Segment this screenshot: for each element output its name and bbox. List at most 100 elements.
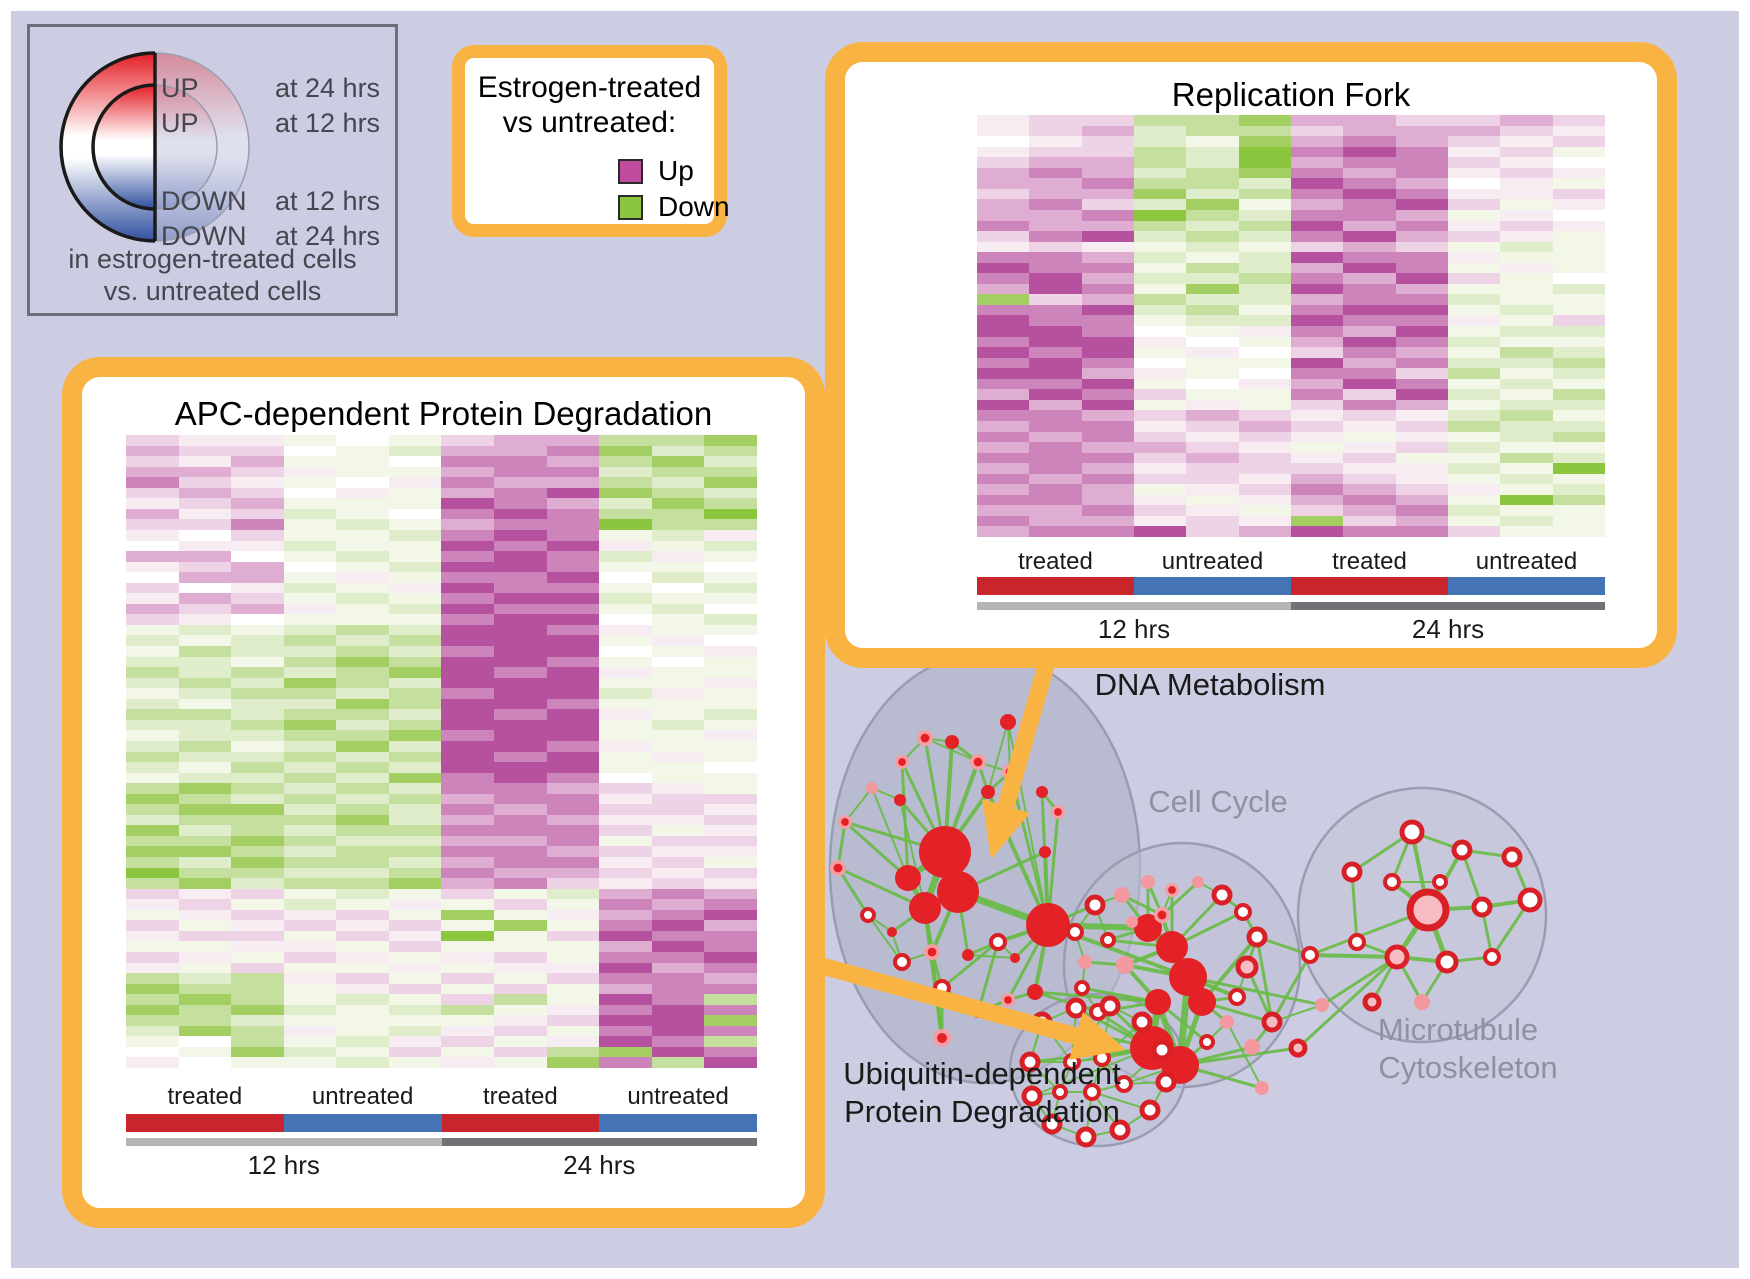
- heatmap-cell: [1238, 473, 1291, 485]
- heatmap-cell: [336, 846, 389, 857]
- ring-legend-row: UP at 24 hrs: [30, 73, 395, 107]
- heatmap-cell: [126, 603, 179, 615]
- heatmap-replication-fork: [977, 115, 1605, 537]
- heatmap-cell: [1500, 220, 1553, 232]
- heatmap-cell: [546, 930, 600, 942]
- heatmap-cell: [1133, 304, 1187, 316]
- heatmap-cell: [1081, 515, 1134, 527]
- heatmap-cell: [546, 1025, 600, 1037]
- heatmap-cell: [977, 146, 1030, 158]
- heatmap-cell: [283, 719, 337, 731]
- heatmap-cell: [599, 688, 652, 699]
- heatmap-cell: [599, 529, 652, 541]
- updown-rings-legend: UP at 24 hrs UP at 12 hrs DOWN at 12 hrs…: [27, 24, 398, 316]
- heatmap-cell: [1552, 136, 1605, 147]
- heatmap-cell: [388, 762, 442, 773]
- heatmap-cell: [1500, 410, 1553, 421]
- heatmap-cell: [441, 983, 495, 995]
- heatmap-cell: [494, 983, 547, 995]
- heatmap-cell: [178, 551, 232, 562]
- heatmap-apc: [126, 435, 757, 1068]
- heatmap-cell: [546, 878, 600, 889]
- heatmap-cell: [651, 435, 705, 446]
- heatmap-cell: [231, 624, 284, 636]
- heatmap-cell: [1343, 336, 1396, 348]
- heatmap-cell: [546, 593, 600, 604]
- heatmap-cell: [231, 825, 284, 836]
- heatmap-cell: [1500, 262, 1553, 274]
- heatmap-cell: [178, 783, 232, 794]
- heatmap-cell: [441, 593, 495, 604]
- heatmap-cell: [1500, 167, 1553, 179]
- heatmap-cell: [599, 867, 652, 879]
- heatmap-cell: [388, 793, 442, 805]
- untreated-bar: [283, 1114, 442, 1132]
- heatmap-cell: [231, 920, 284, 931]
- heatmap-cell: [599, 920, 652, 931]
- network-node-solid: [1039, 846, 1051, 858]
- heatmap-cell: [651, 1015, 705, 1026]
- heatmap-cell: [231, 519, 284, 530]
- heatmap-cell: [1133, 463, 1187, 474]
- heatmap-cell: [494, 593, 547, 604]
- heatmap-cell: [1186, 515, 1239, 527]
- heatmap-cell: [283, 688, 337, 699]
- network-node-pink: [866, 782, 878, 794]
- heatmap-cell: [1395, 399, 1448, 411]
- heatmap-cell: [1081, 336, 1134, 348]
- heatmap-cell: [126, 835, 179, 847]
- heatmap-cell: [1238, 399, 1291, 411]
- heatmap-cell: [178, 487, 232, 499]
- heatmap-cell: [651, 624, 705, 636]
- heatmap-cell: [546, 825, 600, 836]
- heatmap-cell: [1343, 283, 1396, 295]
- heatmap-cell: [336, 435, 389, 446]
- heatmap-cell: [1238, 136, 1291, 147]
- heatmap-cell: [1395, 199, 1448, 210]
- heatmap-cell: [388, 582, 442, 594]
- heatmap-cell: [494, 867, 547, 879]
- network-node-solid: [1134, 914, 1162, 942]
- heatmap-cell: [546, 677, 600, 689]
- heatmap-cell: [178, 846, 232, 857]
- heatmap-cell: [599, 878, 652, 889]
- heatmap-cell: [1186, 273, 1239, 284]
- heatmap-cell: [1029, 442, 1082, 453]
- network-node-halo-core: [833, 863, 843, 873]
- heatmap-cell: [283, 519, 337, 530]
- heatmap-cell: [388, 435, 442, 446]
- heatmap-cell: [704, 709, 757, 720]
- heatmap-cell: [651, 603, 705, 615]
- heatmap-cell: [388, 593, 442, 604]
- heatmap-cell: [178, 709, 232, 720]
- heatmap-cell: [388, 930, 442, 942]
- network-node-ring: [1099, 995, 1121, 1017]
- estrogen-legend: Estrogen-treated vs untreated: Up Down: [452, 45, 730, 237]
- heatmap-cell: [1290, 452, 1344, 464]
- heatmap-cell: [1186, 463, 1239, 474]
- heatmap-cell: [388, 508, 442, 520]
- heatmap-cell: [441, 783, 495, 794]
- heatmap-cell: [1552, 484, 1605, 495]
- heatmap-cell: [178, 561, 232, 573]
- heatmap-cell: [1029, 420, 1082, 432]
- heatmap-cell: [494, 719, 547, 731]
- heatmap-cell: [126, 793, 179, 805]
- heatmap-cell: [336, 783, 389, 794]
- heatmap-cell: [1029, 326, 1082, 337]
- heatmap-cell: [494, 762, 547, 773]
- heatmap-cell: [1081, 315, 1134, 326]
- heatmap-cell: [441, 624, 495, 636]
- heatmap-cell: [231, 529, 284, 541]
- heatmap-cell: [1395, 515, 1448, 527]
- heatmap-cell: [1395, 526, 1448, 537]
- heatmap-cell: [1290, 336, 1344, 348]
- heatmap-cell: [178, 614, 232, 625]
- heatmap-cell: [1238, 442, 1291, 453]
- heatmap-cell: [126, 1046, 179, 1058]
- heatmap-cell: [494, 1036, 547, 1047]
- heatmap-cell: [1238, 178, 1291, 189]
- heatmap-cell: [441, 867, 495, 879]
- heatmap-cell: [1343, 378, 1396, 390]
- heatmap-cell: [977, 494, 1030, 506]
